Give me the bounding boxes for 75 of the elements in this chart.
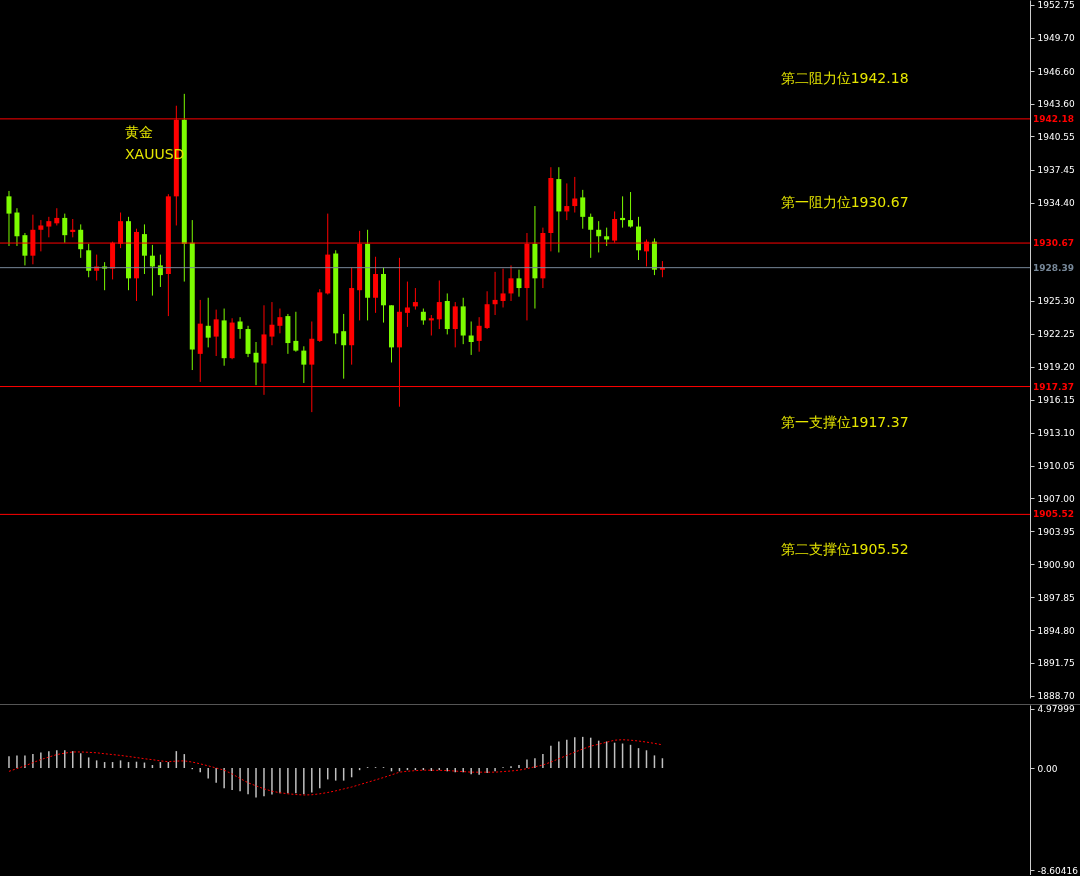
ref-line-label: 1930.67: [1033, 238, 1074, 249]
candlestick: [404, 281, 410, 328]
annotation: 第一支撑位1917.37: [780, 413, 909, 430]
candlestick: [46, 216, 52, 238]
candlestick: [22, 232, 28, 266]
candlestick: [253, 341, 259, 386]
candlestick: [516, 269, 522, 298]
candlestick: [572, 176, 578, 214]
candlestick: [492, 271, 498, 316]
candlestick: [277, 308, 283, 334]
annotation: 第二阻力位1942.18: [780, 69, 909, 86]
y-tick-label: 1910.05: [1037, 461, 1075, 472]
candlestick: [293, 311, 299, 353]
candlestick: [149, 244, 155, 297]
y-tick-label: 4.97999: [1037, 704, 1075, 715]
candlestick: [94, 254, 100, 281]
annotation: 第一阻力位1930.67: [780, 194, 909, 211]
y-tick-label: 1937.45: [1037, 165, 1075, 176]
annotation: 第二支撑位1905.52: [780, 541, 909, 558]
y-tick-label: 1888.70: [1037, 691, 1075, 702]
candlestick: [102, 261, 108, 291]
y-tick-label: 1922.25: [1037, 329, 1075, 340]
candlestick: [373, 256, 379, 314]
candlestick: [468, 320, 474, 356]
candlestick: [580, 189, 586, 230]
ref-line-label: 1905.52: [1033, 509, 1074, 520]
candlestick: [604, 227, 610, 247]
y-tick-label: 1934.40: [1037, 198, 1075, 209]
y-tick-label: -8.60416: [1037, 865, 1079, 876]
candlestick: [14, 207, 20, 247]
line-series: [8, 739, 663, 796]
y-tick-label: 1943.60: [1037, 99, 1075, 110]
ref-line-label: 1928.39: [1033, 262, 1074, 273]
candlestick: [476, 316, 482, 353]
y-tick-label: 0.00: [1037, 763, 1058, 774]
candlestick: [452, 301, 458, 348]
candlestick: [596, 220, 602, 253]
candlestick: [62, 213, 68, 244]
candlestick: [213, 309, 219, 357]
y-tick-label: 1907.00: [1037, 493, 1075, 504]
candlestick: [205, 297, 211, 348]
y-tick-label: 1925.30: [1037, 296, 1075, 307]
candlestick: [500, 268, 506, 308]
y-tick-label: 1946.60: [1037, 66, 1075, 77]
candlestick: [301, 345, 307, 384]
y-tick-label: 1903.95: [1037, 526, 1075, 537]
ref-line-label: 1917.37: [1033, 381, 1074, 392]
candlestick: [588, 213, 594, 259]
candlestick: [269, 301, 275, 346]
y-tick-label: 1913.10: [1037, 428, 1075, 439]
y-tick-label: 1900.90: [1037, 559, 1075, 570]
candlestick: [428, 314, 434, 337]
y-tick-label: 1894.80: [1037, 625, 1075, 636]
y-tick-label: 1949.70: [1037, 33, 1075, 44]
ref-line-label: 1942.18: [1033, 113, 1074, 124]
candlestick: [237, 316, 243, 340]
candlestick: [341, 313, 347, 380]
y-tick-label: 1897.85: [1037, 592, 1075, 603]
candlestick: [564, 182, 570, 221]
candlestick: [86, 243, 92, 278]
y-tick-label: 1891.75: [1037, 658, 1075, 669]
y-tick-label: 1916.15: [1037, 395, 1075, 406]
candlestick: [6, 190, 12, 247]
y-tick-label: 1919.20: [1037, 362, 1075, 373]
candlestick: [157, 254, 163, 288]
y-tick-label: 1952.75: [1037, 0, 1075, 11]
candlestick: [620, 195, 626, 229]
candlestick: [70, 218, 76, 238]
candlestick: [436, 279, 442, 330]
candlestick: [628, 191, 634, 229]
candlestick: [508, 264, 514, 302]
candlestick: [484, 290, 490, 330]
candlestick: [141, 223, 147, 275]
y-tick-label: 1940.55: [1037, 131, 1075, 142]
candlestick: [412, 287, 418, 311]
